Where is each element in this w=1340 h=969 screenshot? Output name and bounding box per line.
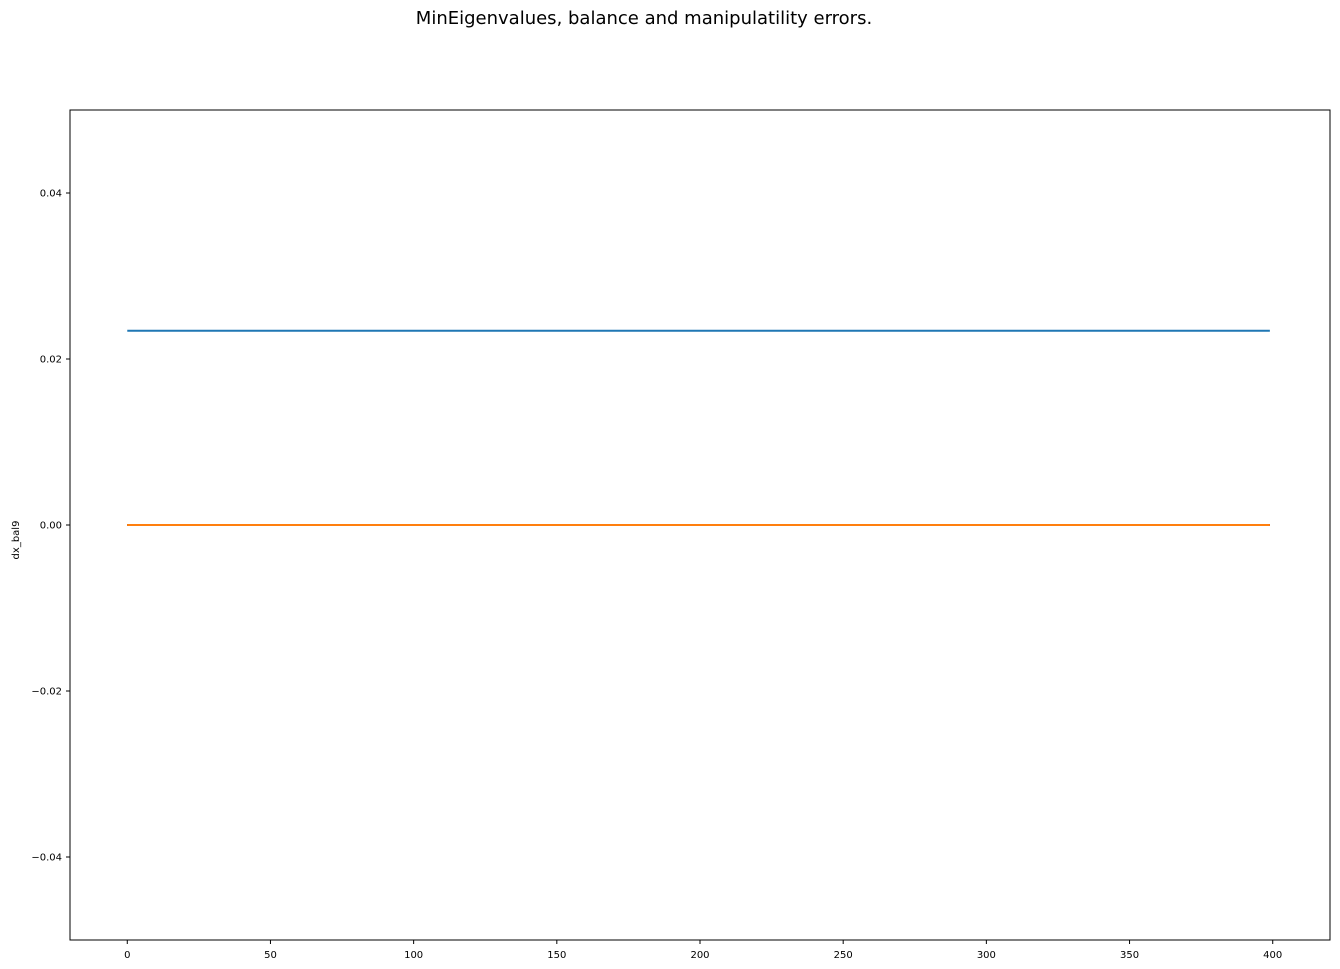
x-tick-label: 350	[1120, 950, 1139, 961]
x-tick-label: 200	[690, 950, 709, 961]
y-tick-label: 0.04	[40, 189, 62, 200]
series-layer	[127, 329, 1270, 526]
y-axis-label: dx_bal9	[11, 521, 22, 560]
y-tick-label: 0.00	[40, 521, 62, 532]
x-tick-label: 400	[1263, 950, 1282, 961]
x-tick-label: 250	[834, 950, 853, 961]
x-tick-label: 0	[124, 950, 130, 961]
y-tick-label: −0.02	[31, 687, 62, 698]
x-tick-label: 100	[404, 950, 423, 961]
y-tick-label: −0.04	[31, 853, 62, 864]
y-axis: −0.04 −0.02 0.00 0.02 0.04	[31, 189, 70, 864]
x-tick-label: 50	[264, 950, 277, 961]
x-axis: 0 50 100 150 200 250 300 350 400	[124, 940, 1282, 961]
x-tick-label: 150	[547, 950, 566, 961]
chart-title: MinEigenvalues, balance and manipulatili…	[416, 8, 872, 29]
x-tick-label: 300	[977, 950, 996, 961]
y-tick-label: 0.02	[40, 355, 62, 366]
